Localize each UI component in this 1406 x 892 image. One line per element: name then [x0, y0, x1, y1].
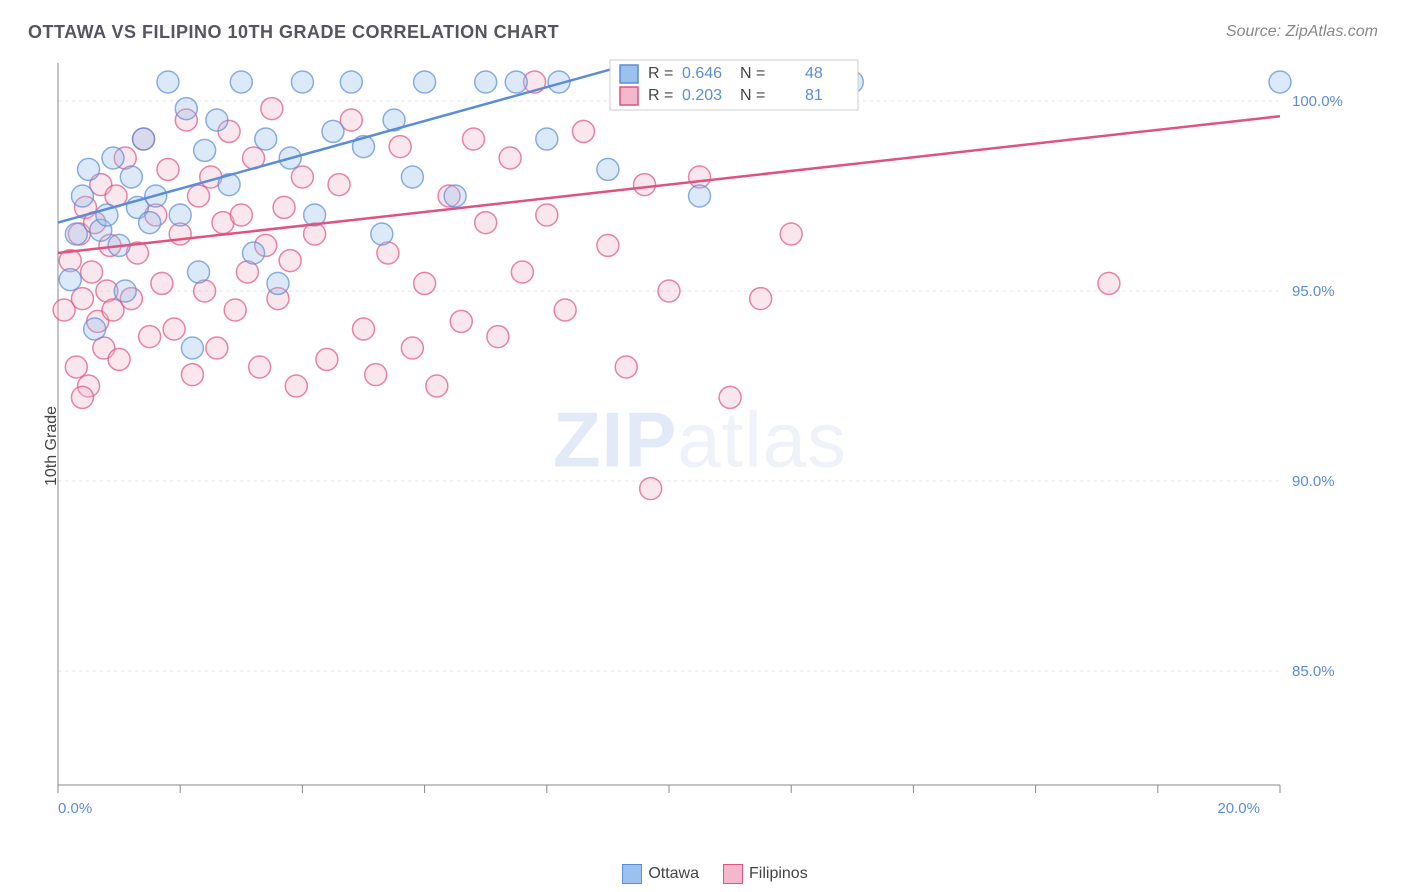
svg-text:0.203: 0.203 — [682, 87, 722, 104]
svg-text:48: 48 — [805, 65, 823, 82]
legend-swatch — [723, 864, 743, 884]
svg-text:N =: N = — [740, 87, 765, 104]
svg-text:N =: N = — [740, 65, 765, 82]
legend-swatch — [622, 864, 642, 884]
svg-text:81: 81 — [805, 87, 823, 104]
svg-text:85.0%: 85.0% — [1292, 663, 1335, 680]
svg-text:0.646: 0.646 — [682, 65, 722, 82]
svg-text:0.0%: 0.0% — [58, 800, 92, 817]
svg-text:20.0%: 20.0% — [1217, 800, 1260, 817]
source-label: Source: ZipAtlas.com — [1226, 23, 1378, 41]
legend-label: Ottawa — [648, 865, 699, 882]
svg-text:90.0%: 90.0% — [1292, 473, 1335, 490]
chart-area: 85.0%90.0%95.0%100.0%0.0%20.0%R = 0.646 … — [50, 55, 1350, 825]
y-axis-label: 10th Grade — [43, 406, 61, 486]
scatter-chart: 85.0%90.0%95.0%100.0%0.0%20.0%R = 0.646 … — [50, 55, 1350, 825]
svg-text:R =: R = — [648, 87, 673, 104]
svg-text:100.0%: 100.0% — [1292, 93, 1343, 110]
svg-text:R =: R = — [648, 65, 673, 82]
svg-text:95.0%: 95.0% — [1292, 283, 1335, 300]
legend-label: Filipinos — [749, 865, 808, 882]
chart-title: OTTAWA VS FILIPINO 10TH GRADE CORRELATIO… — [28, 22, 559, 43]
footer-legend: Ottawa Filipinos — [0, 864, 1406, 884]
